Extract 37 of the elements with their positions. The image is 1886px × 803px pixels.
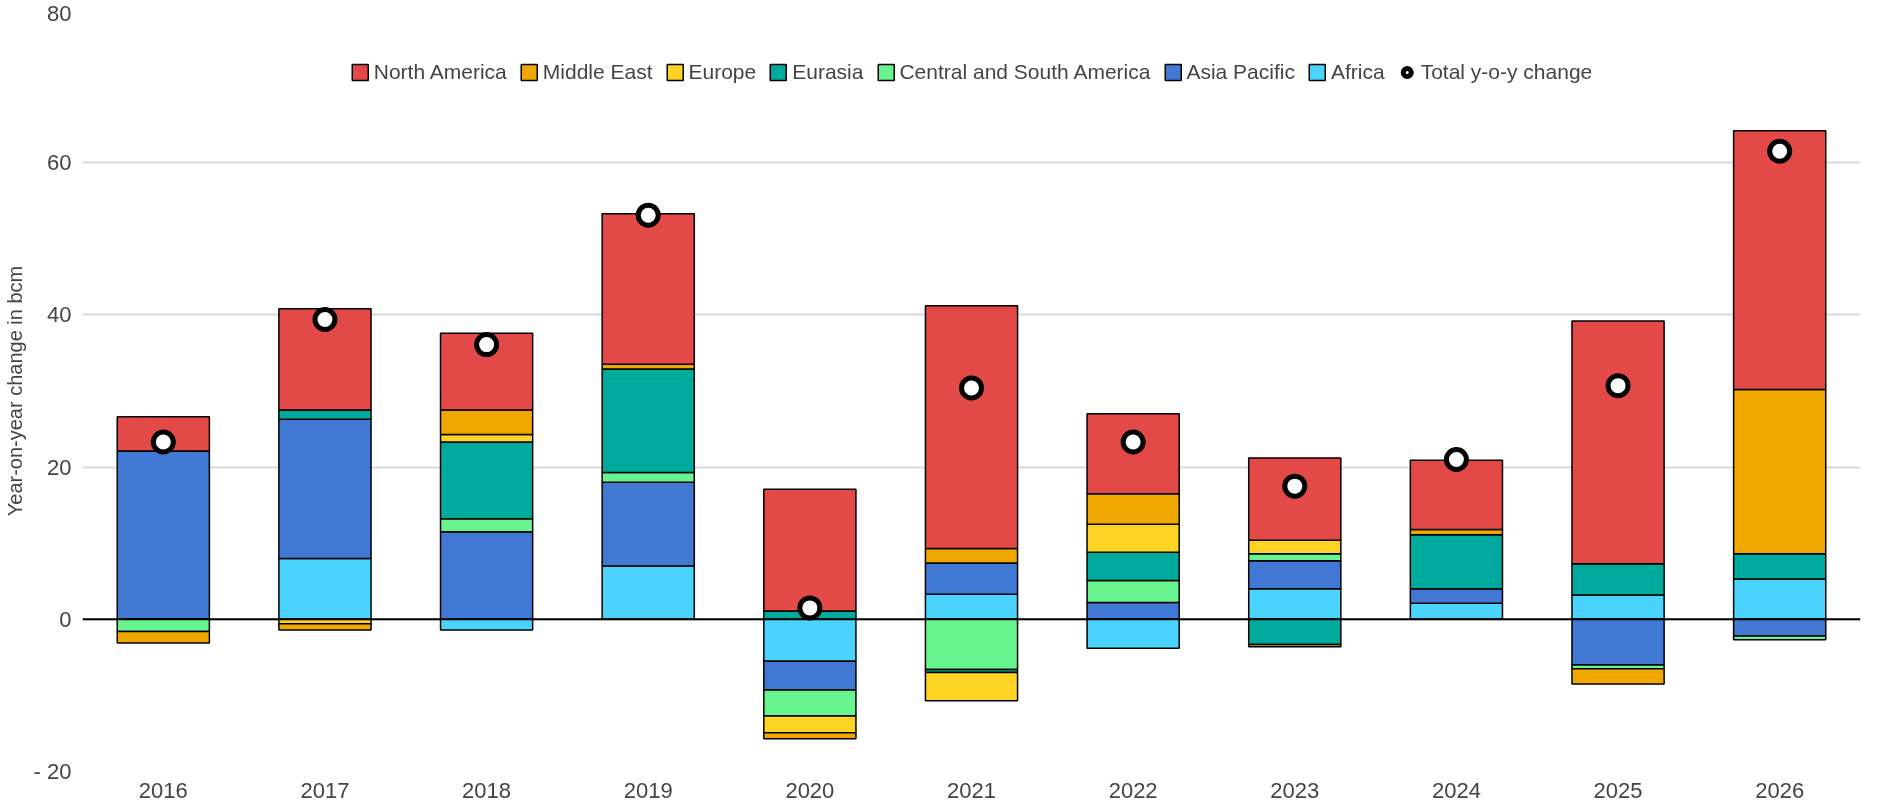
x-tick-label: 2021 [947, 777, 996, 803]
x-tick-label: 2026 [1755, 777, 1805, 803]
legend-label: Total y-o-y change [1420, 60, 1593, 84]
point [959, 375, 984, 401]
point [1767, 138, 1793, 164]
legend-label: Central and South America [899, 60, 1151, 84]
x-tick-label: 2024 [1431, 777, 1481, 803]
point [1605, 373, 1631, 399]
legend-label: North America [373, 60, 507, 84]
y-tick-label: 0 [59, 606, 72, 632]
legend-label: Middle East [542, 60, 653, 84]
bar [924, 671, 1019, 702]
point [312, 306, 338, 332]
bar [278, 623, 372, 631]
legend-label: Asia Pacific [1186, 60, 1295, 84]
x-tick-label: 2020 [785, 777, 835, 803]
x-tick-label: 2018 [462, 777, 512, 803]
y-tick-label: 40 [47, 302, 72, 328]
point [635, 202, 661, 228]
legend-label: Africa [1330, 60, 1385, 84]
x-tick-label: 2023 [1270, 777, 1320, 803]
legend-label: Europe [688, 60, 757, 84]
y-tick-label: - 20 [33, 759, 72, 784]
x-tick-label: 2017 [300, 777, 350, 803]
x-tick-label: 2019 [623, 777, 673, 803]
point [1443, 447, 1469, 472]
y-axis-title: Year-on-year change in bcm [3, 265, 26, 517]
x-tick-label: 2022 [1108, 777, 1158, 803]
x-tick-label: 2025 [1593, 777, 1643, 803]
y-tick-label: 80 [47, 0, 72, 26]
legend-label: Eurasia [792, 60, 864, 84]
y-tick-label: 60 [47, 150, 72, 176]
x-tick-label: 2016 [138, 777, 188, 803]
bar [1571, 668, 1665, 685]
point [797, 595, 823, 621]
point [474, 332, 500, 358]
y-tick-label: 20 [47, 454, 72, 480]
